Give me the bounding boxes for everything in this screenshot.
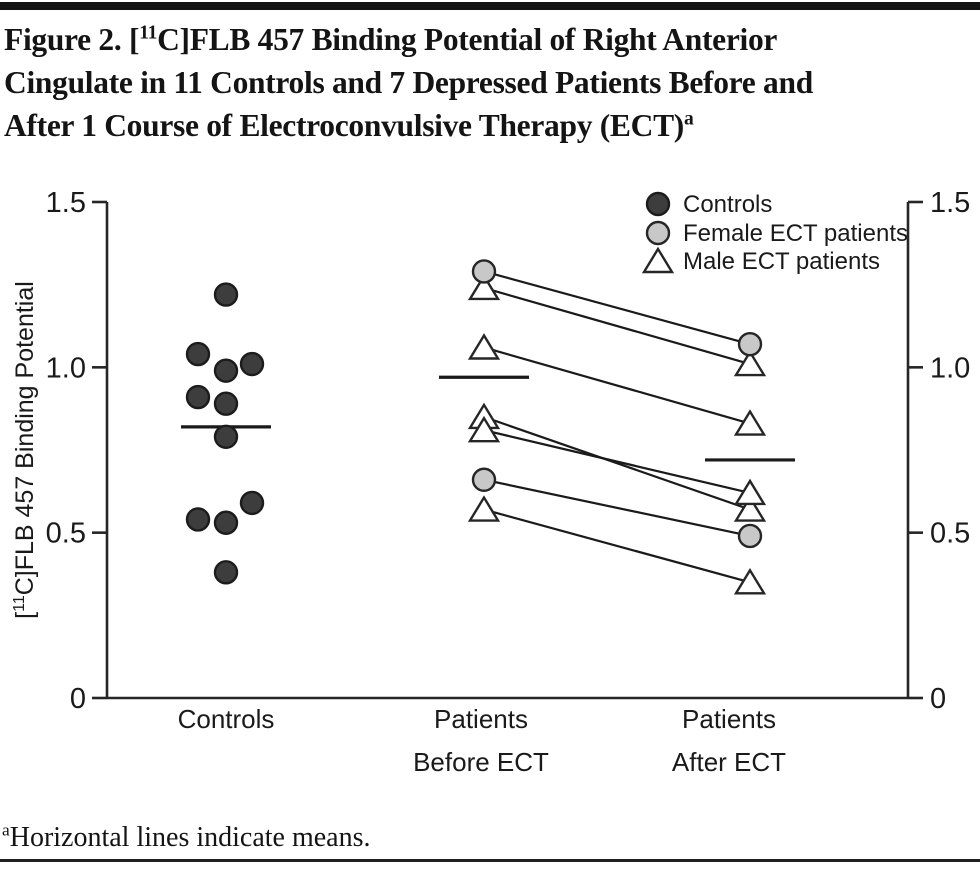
male-patient-after-point	[733, 349, 767, 377]
control-point	[213, 358, 239, 383]
control-point	[239, 490, 265, 516]
y-axis-left-tick-label: 1.5	[46, 187, 86, 219]
male-patient-before-point	[467, 333, 501, 360]
male-patient-after-point	[733, 409, 767, 436]
scatter-chart: 0 0 0.5 0.5 1.0 1.0 1.5 1.5 [11C]FLB 457 Binding…	[0, 170, 980, 818]
patient-change-line	[483, 429, 751, 495]
footnote-marker-superscript: a	[683, 108, 694, 130]
control-point	[185, 507, 211, 532]
patient-change-line	[483, 478, 751, 538]
male-patient-before-point	[467, 415, 501, 443]
figure-title-line2: Cingulate in 11 Controls and 7 Depressed…	[4, 65, 813, 100]
figure-title-line1: Figure 2. [11C]FLB 457 Binding Potential…	[4, 22, 778, 57]
female-patient-after-point	[737, 523, 763, 549]
x-category-label: Before ECT	[413, 747, 549, 777]
y-axis-right-tick-label: 0.5	[930, 518, 970, 550]
control-point	[213, 510, 239, 535]
legend-female-marker	[645, 220, 671, 246]
patient-change-line	[483, 270, 751, 346]
bottom-rule-bar	[0, 859, 980, 862]
control-point	[239, 351, 265, 377]
figure-footnote: aHorizontal lines indicate means.	[2, 820, 371, 853]
chart-canvas: 0 0 0.5 0.5 1.0 1.0 1.5 1.5 [11C]FLB 457 Binding…	[11, 187, 970, 777]
y-axis-right-tick-label: 1.0	[930, 352, 970, 384]
x-category-label: Controls	[178, 704, 275, 734]
x-category-label: After ECT	[672, 747, 786, 777]
female-patient-before-point	[471, 467, 497, 492]
patient-change-line	[483, 415, 751, 511]
x-category-label: Patients	[682, 704, 776, 734]
y-axis-title: [11C]FLB 457 Binding Potential	[11, 281, 39, 619]
y-axis-left-tick-label: 0.5	[46, 518, 86, 550]
legend-label: Controls	[683, 191, 772, 218]
figure-title-line3: After 1 Course of Electroconvulsive Ther…	[4, 108, 694, 143]
male-patient-after-point	[733, 495, 767, 522]
top-rule-bar	[0, 2, 980, 10]
y-axis-left-tick-label: 0	[70, 683, 86, 715]
control-point	[213, 391, 239, 416]
control-point	[185, 341, 211, 367]
isotope-superscript: 11	[139, 22, 158, 44]
control-point	[213, 424, 239, 449]
figure-title: Figure 2. [11C]FLB 457 Binding Potential…	[4, 18, 980, 147]
patient-change-line	[483, 286, 751, 366]
male-patient-before-point	[467, 273, 501, 301]
control-point	[213, 282, 239, 307]
footnote-marker-superscript: a	[2, 820, 10, 840]
male-patient-before-point	[467, 495, 501, 522]
legend-label: Female ECT patients	[683, 220, 908, 247]
patient-change-line	[483, 346, 751, 425]
patient-change-line	[483, 508, 751, 584]
female-patient-after-point	[737, 331, 763, 357]
y-axis-left-tick-label: 1.0	[46, 352, 86, 384]
y-axis-right-tick-label: 0	[930, 683, 946, 715]
control-point	[185, 384, 211, 410]
y-axis-right-tick-label: 1.5	[930, 187, 970, 219]
control-point	[213, 560, 239, 585]
legend-male-marker	[641, 246, 675, 274]
male-patient-after-point	[733, 478, 767, 506]
legend-label: Male ECT patients	[683, 248, 880, 275]
female-patient-before-point	[471, 259, 497, 284]
male-patient-after-point	[733, 567, 767, 595]
legend-controls-marker	[645, 191, 671, 217]
x-category-label: Patients	[434, 704, 528, 734]
